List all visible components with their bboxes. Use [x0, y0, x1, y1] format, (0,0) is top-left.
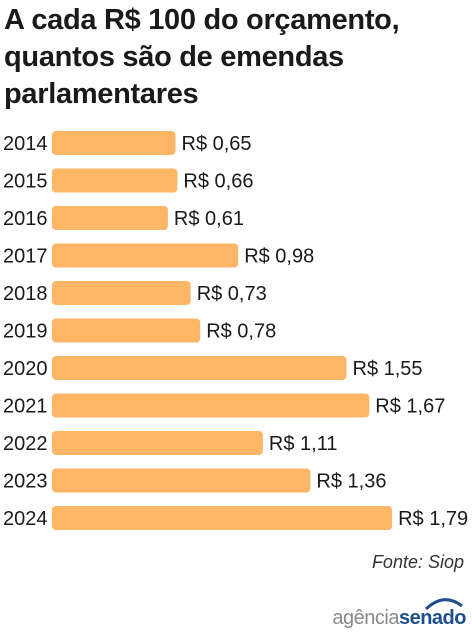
year-label: 2023 [3, 471, 48, 493]
year-label: 2021 [3, 396, 48, 418]
agencia-senado-logo: agência senado [332, 596, 467, 629]
value-label: R$ 1,11 [269, 433, 338, 455]
year-label: 2020 [3, 358, 48, 380]
bar [52, 318, 201, 343]
year-label: 2019 [3, 321, 48, 343]
year-label: 2014 [3, 133, 48, 155]
value-label: R$ 0,61 [174, 208, 244, 230]
value-label: R$ 0,98 [244, 246, 314, 268]
value-label: R$ 0,65 [182, 133, 252, 155]
bar [52, 506, 393, 530]
value-label: R$ 0,66 [183, 171, 253, 193]
bar [52, 281, 191, 305]
logo-text-agencia: agência [332, 607, 399, 629]
year-label: 2024 [3, 508, 48, 530]
value-label: R$ 0,73 [197, 283, 267, 305]
bar [52, 468, 311, 493]
source-note: Fonte: Siop [371, 552, 464, 572]
year-label: 2016 [3, 208, 48, 230]
year-label: 2015 [3, 171, 48, 193]
value-label: R$ 1,79 [398, 508, 468, 530]
year-label: 2018 [3, 283, 48, 305]
value-label: R$ 1,67 [375, 396, 445, 418]
bar [52, 393, 370, 418]
bar [52, 131, 176, 155]
bar [52, 431, 263, 455]
year-label: 2022 [3, 433, 48, 455]
logo-arc-icon [424, 598, 463, 610]
year-label: 2017 [3, 246, 48, 268]
logo-text-senado: senado [398, 607, 467, 629]
bar [52, 206, 168, 230]
value-label: R$ 0,78 [206, 321, 276, 343]
bar-chart: 2014 R$ 0,65 2015 R$ 0,66 2016 R$ 0,61 2017 R$ … [3, 131, 468, 530]
bar [52, 243, 239, 268]
bar [52, 168, 178, 193]
value-label: R$ 1,36 [316, 471, 386, 493]
value-label: R$ 1,55 [353, 358, 423, 380]
bar [52, 356, 347, 380]
chart-title: A cada R$ 100 do orçamento, quantos são … [4, 4, 400, 110]
